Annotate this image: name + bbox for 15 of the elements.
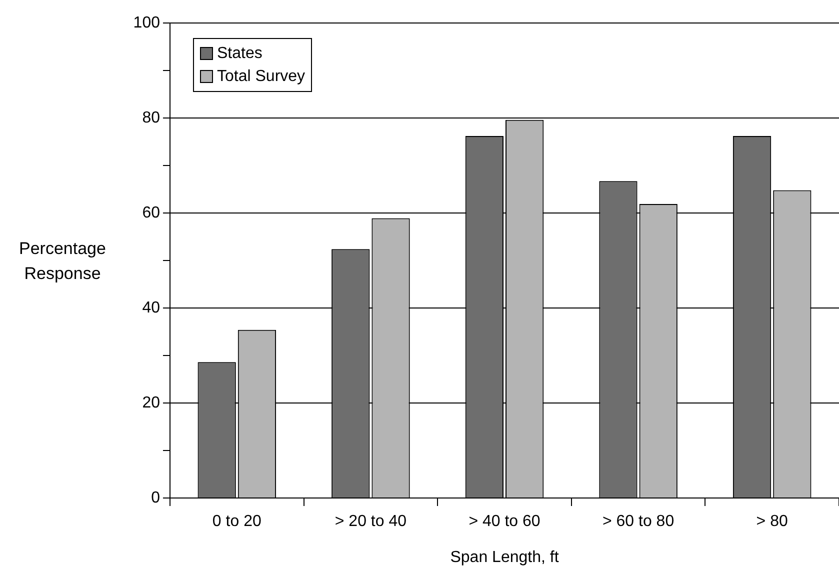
legend-label: States [216,44,264,64]
y-tick-label: 80 [142,109,160,126]
y-tick-label: 0 [151,489,160,506]
y-tick-label: 60 [142,204,160,222]
x-tick-label: > 20 to 40 [334,513,407,530]
x-tick-label: > 40 to 60 [468,513,540,530]
x-tick-label: > 80 [756,513,788,530]
y-tick-label: 20 [142,394,160,412]
x-axis-title: Span Length, ft [450,548,560,566]
x-tick-label: 0 to 20 [212,513,262,530]
x-tick-label: > 60 to 80 [602,513,674,530]
y-tick-label: 100 [133,14,160,32]
y-axis-title: Percentage Response [18,238,107,285]
legend-label: Total Survey [216,66,306,86]
y-tick-label: 40 [142,299,160,316]
